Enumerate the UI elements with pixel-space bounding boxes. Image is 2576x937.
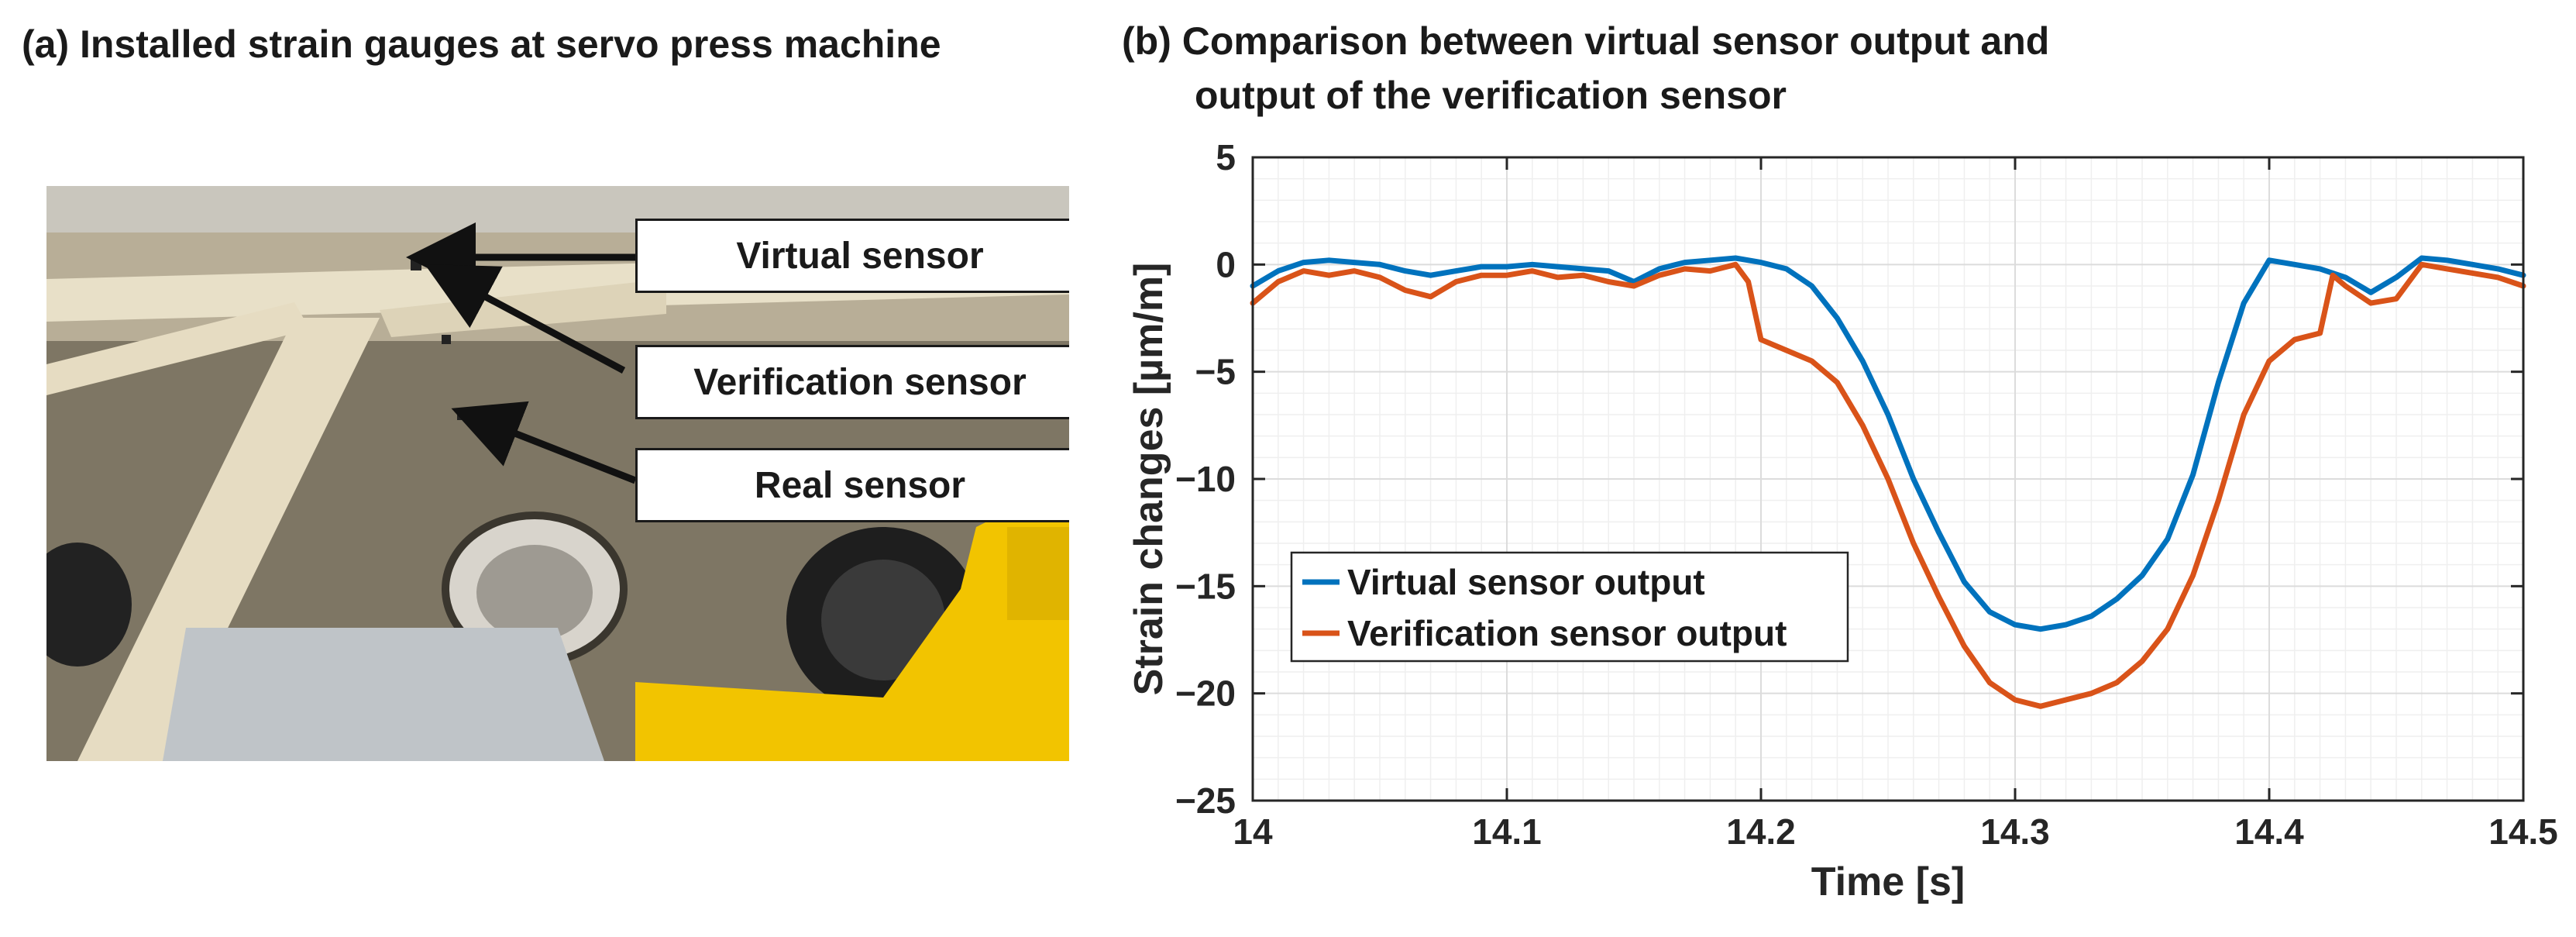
virtual-sensor-mark — [411, 260, 421, 270]
legend-label-verification: Verification sensor output — [1347, 613, 1787, 653]
verification-sensor-mark — [442, 335, 451, 344]
legend-box — [1290, 551, 1849, 663]
y-tick-label: −5 — [1195, 352, 1236, 392]
plot-lines — [1250, 255, 2526, 709]
tick-labels: 14 14.1 14.2 14.3 14.4 14.5 5 0 −5 −10 −15 −20 −25 — [1175, 137, 2558, 852]
x-tick-label: 14 — [1233, 811, 1273, 852]
legend-label-virtual: Virtual sensor output — [1347, 562, 1705, 602]
press-machine-photo: Virtual sensor Verification sensor Real … — [46, 186, 1069, 761]
y-tick-label: −20 — [1175, 673, 1236, 714]
verification-sensor-line — [1250, 261, 2526, 709]
real-sensor-arrow — [451, 401, 637, 484]
x-tick-label: 14.4 — [2234, 811, 2304, 852]
y-tick-label: 0 — [1216, 244, 1236, 284]
y-axis-label: Strain changes [µm/m] — [1126, 263, 1171, 696]
x-axis-label: Time [s] — [1811, 859, 1965, 904]
axis-ticks — [1251, 156, 2525, 802]
x-tick-label: 14.2 — [1726, 811, 1796, 852]
y-tick-label: −25 — [1175, 780, 1236, 821]
x-tick-label: 14.3 — [1980, 811, 2050, 852]
panel-a-title: (a) Installed strain gauges at servo pre… — [22, 22, 941, 66]
panel-b-title-line2: output of the verification sensor — [1195, 74, 1787, 117]
y-tick-label: −10 — [1175, 459, 1236, 499]
y-tick-label: 5 — [1216, 137, 1236, 177]
strain-comparison-chart: 14 14.1 14.2 14.3 14.4 14.5 5 0 −5 −10 −15 −20 −25 T… — [1126, 137, 2558, 904]
y-tick-label: −15 — [1175, 566, 1236, 606]
virtual-sensor-callout: Virtual sensor — [635, 219, 1069, 293]
panel-b-title-line1: (b) Comparison between virtual sensor ou… — [1122, 19, 2050, 63]
verification-sensor-arrow — [425, 264, 626, 374]
verification-sensor-callout: Verification sensor — [635, 345, 1069, 419]
chart-legend: Virtual sensor output Verification sensor… — [1290, 551, 1849, 663]
x-tick-label: 14.1 — [1472, 811, 1542, 852]
virtual-sensor-line — [1250, 255, 2526, 632]
real-sensor-mark — [457, 411, 466, 420]
x-tick-label: 14.5 — [2488, 811, 2558, 852]
real-sensor-callout: Real sensor — [635, 448, 1069, 522]
